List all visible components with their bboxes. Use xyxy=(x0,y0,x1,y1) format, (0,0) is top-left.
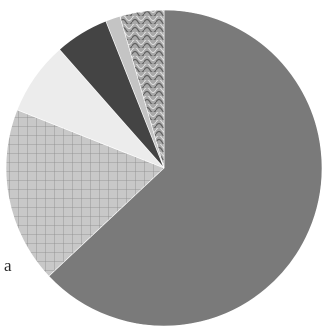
pie-slice-6 xyxy=(119,9,165,169)
edge-label-text: a xyxy=(4,256,12,275)
pie-slice-1 xyxy=(48,9,323,327)
pie-slices xyxy=(5,9,323,327)
pie-slice-2 xyxy=(5,109,165,277)
